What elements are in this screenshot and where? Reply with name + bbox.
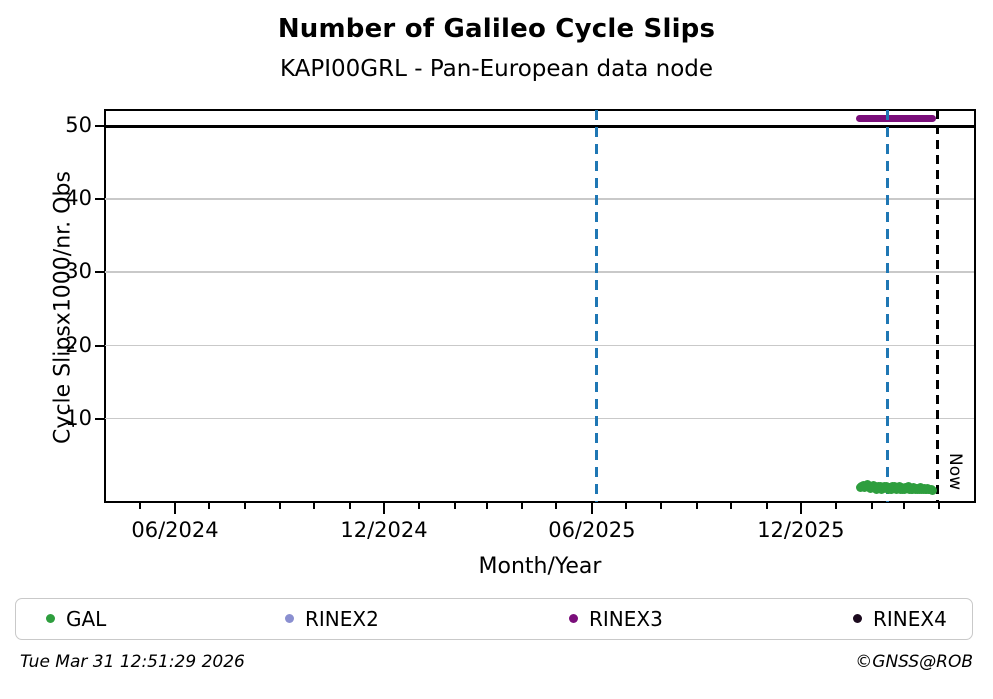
x-axis-major-tick [799,503,802,514]
rinex4-marker-icon [853,614,862,623]
plot-area [104,109,976,503]
x-axis-minor-tick [937,503,940,509]
x-axis-minor-tick [625,503,628,509]
chart-title: Number of Galileo Cycle Slips [277,14,716,44]
x-axis-major-tick [382,503,385,514]
legend-item-rinex2: RINEX2 [285,599,379,638]
legend-item-gal: GAL [46,599,106,638]
x-axis-minor-tick [279,503,282,509]
x-axis-minor-tick [870,503,873,509]
y-tick-label: 50 [65,113,92,137]
x-axis-minor-tick [453,503,456,509]
x-axis-minor-tick [208,503,211,509]
x-axis-minor-tick [902,503,905,509]
x-axis-minor-tick [348,503,351,509]
legend-label: GAL [66,606,107,631]
x-axis-minor-tick [521,503,524,509]
x-axis-major-tick [174,503,176,514]
chart-subtitle: KAPI00GRL - Pan-European data node [279,56,714,82]
x-axis-label: Month/Year [478,554,602,579]
x-axis-minor-tick [485,503,488,509]
x-axis-minor-tick [835,503,838,509]
x-tick-label: 12/2025 [757,518,845,542]
timestamp: Tue Mar 31 12:51:29 2026 [20,652,245,672]
x-axis-major-tick [590,503,593,514]
x-axis-minor-tick [138,503,141,509]
x-tick-label: 06/2025 [548,518,636,542]
legend-item-rinex3: RINEX3 [569,599,663,638]
gal-marker-icon [46,614,55,623]
legend-label: RINEX4 [873,606,947,631]
x-axis-minor-tick [243,503,246,509]
x-axis-minor-tick [765,503,768,509]
copyright: ©GNSS@ROB [855,652,973,672]
x-tick-label: 12/2024 [340,518,428,542]
x-axis-minor-tick [555,503,558,509]
rinex2-marker-icon [285,614,294,623]
x-axis-minor-tick [660,503,663,509]
y-axis-label: Cycle Slipsx1000/nr. Obs [50,171,76,444]
rinex3-marker-icon [569,614,578,623]
legend-label: RINEX3 [589,606,663,631]
x-axis-minor-tick [313,503,316,509]
x-tick-label: 06/2024 [131,518,219,542]
x-axis-minor-tick [730,503,733,509]
x-axis-minor-tick [695,503,698,509]
legend-label: RINEX2 [305,606,379,631]
legend: GAL RINEX2 RINEX3 RINEX4 [15,598,973,640]
x-axis-minor-tick [418,503,421,509]
legend-item-rinex4: RINEX4 [853,599,947,638]
